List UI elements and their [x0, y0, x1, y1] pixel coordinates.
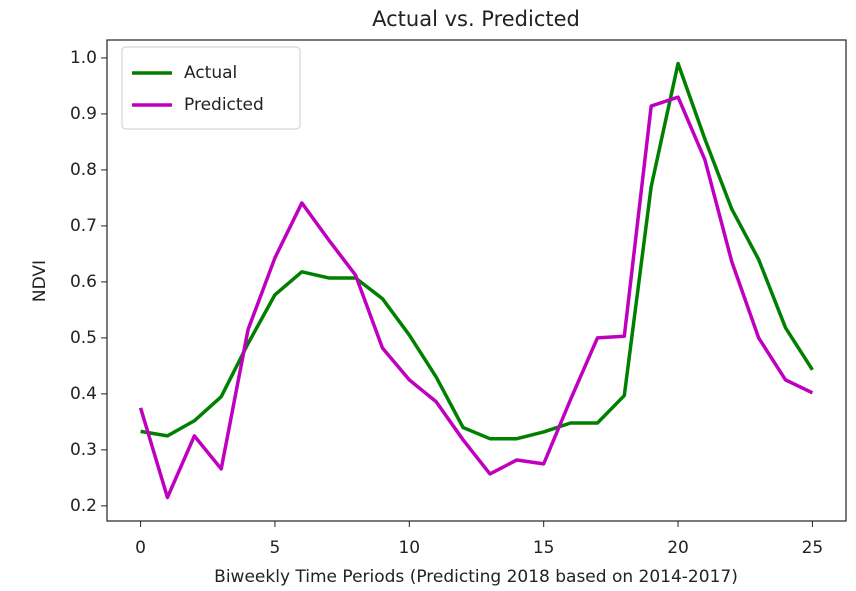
legend-label: Actual — [184, 63, 237, 83]
x-tick-label: 5 — [270, 538, 281, 558]
y-axis-label: NDVI — [30, 260, 50, 302]
x-tick-label: 0 — [135, 538, 146, 558]
legend-label: Predicted — [184, 95, 264, 115]
x-tick-label: 15 — [533, 538, 555, 558]
y-tick-label: 0.2 — [70, 496, 97, 516]
x-tick-label: 20 — [667, 538, 689, 558]
chart-title: Actual vs. Predicted — [372, 7, 580, 31]
y-tick-label: 0.5 — [70, 328, 97, 348]
x-tick-label: 10 — [398, 538, 420, 558]
y-tick-label: 0.7 — [70, 216, 97, 236]
y-tick-label: 0.4 — [70, 384, 97, 404]
plot-frame — [106, 39, 847, 522]
x-tick-label: 25 — [802, 538, 824, 558]
legend-box — [121, 46, 301, 130]
y-tick-label: 0.6 — [70, 272, 97, 292]
data-line — [138, 95, 814, 500]
y-tick-label: 0.3 — [70, 440, 97, 460]
y-tick-label: 0.8 — [70, 160, 97, 180]
data-line — [140, 61, 814, 441]
y-tick-label: 0.9 — [70, 104, 97, 124]
x-axis-label: Biweekly Time Periods (Predicting 2018 b… — [214, 567, 738, 587]
y-tick-label: 1.0 — [70, 48, 97, 68]
